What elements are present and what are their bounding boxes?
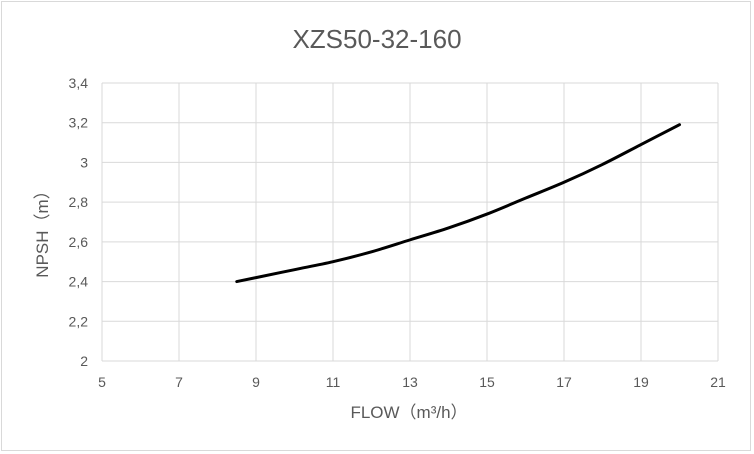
y-tick-label: 2,4 [69,274,89,290]
gridlines [101,82,719,362]
tick-labels: 5 7 9 11 13 15 17 19 21 2 2,2 2,4 2,6 2,8 3 3,2 3,4 [69,75,726,390]
x-tick-label: 11 [326,374,341,390]
x-tick-label: 17 [556,374,572,390]
x-tick-label: 19 [633,374,649,390]
x-tick-label: 5 [98,374,106,390]
x-tick-label: 13 [402,374,418,390]
y-tick-label: 2,6 [69,234,89,250]
x-tick-label: 9 [252,374,260,390]
y-tick-label: 3,4 [69,75,89,91]
npsh-series-line [235,123,681,284]
y-tick-label: 3 [80,154,88,170]
y-tick-label: 2 [80,353,88,369]
y-tick-label: 2,8 [69,194,89,210]
y-axis-label: NPSH（m） [33,182,52,277]
chart-title: XZS50-32-160 [292,24,461,54]
y-tick-label: 3,2 [69,115,89,131]
x-axis-label: FLOW（m³/h） [350,403,467,422]
x-tick-label: 21 [710,374,726,390]
y-tick-label: 2,2 [69,313,89,329]
x-tick-label: 7 [175,374,183,390]
x-tick-label: 15 [479,374,495,390]
series-group [235,123,681,284]
